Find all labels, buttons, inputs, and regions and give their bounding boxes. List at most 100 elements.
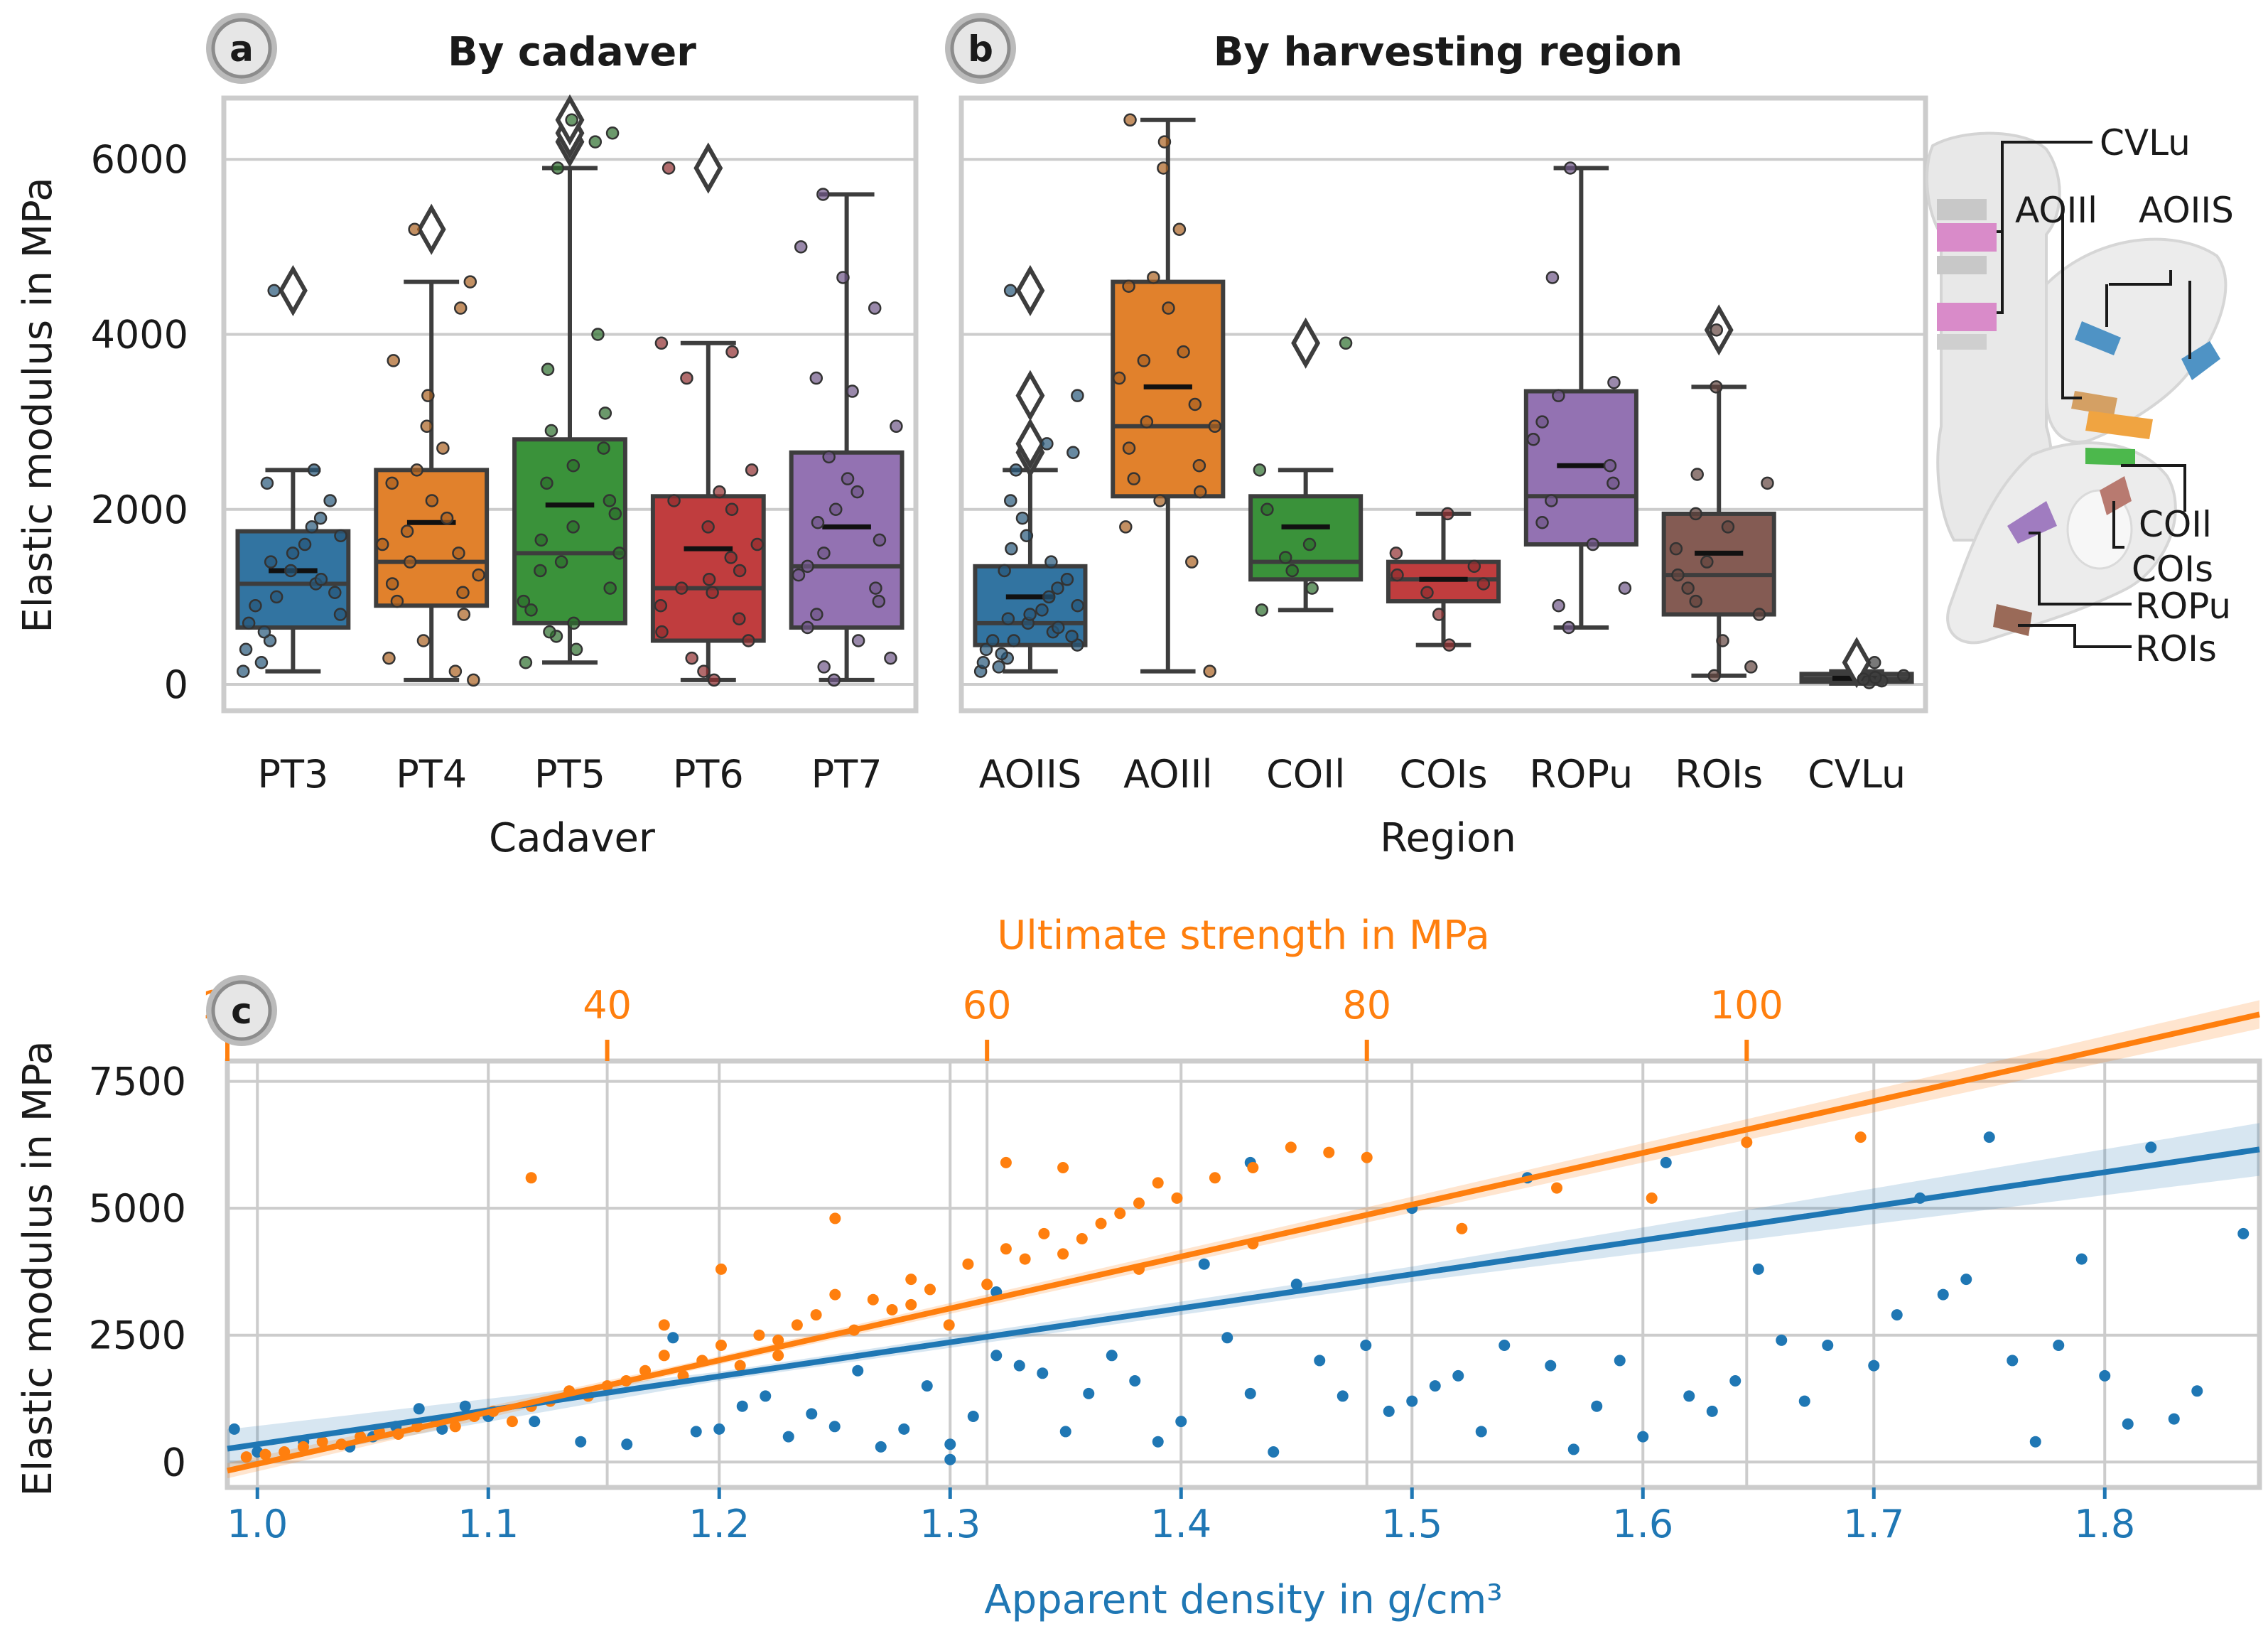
strength-data-point [1171,1192,1183,1204]
panel-b-badge: b [945,13,1016,84]
panel-b-data-point [1441,507,1454,521]
strength-data-point [1095,1217,1107,1229]
panel-c-top-tick-label: 40 [583,983,632,1028]
panel-b-data-point [1060,573,1074,586]
panel-b-data-point [1157,135,1172,149]
density-data-point [575,1436,587,1448]
panel-b-data-point [1690,468,1704,481]
panel-b-data-point [1618,581,1632,595]
panel-b-data-point [1390,568,1404,582]
panel-a-data-point [242,616,256,630]
panel-b-x-tick-label: COIs [1399,752,1487,797]
panel-b-data-point [998,564,1011,578]
panel-a-data-point [267,284,281,298]
marker-cvlu-upper [1937,223,1997,252]
panel-c-y-tick-label: 7500 [89,1060,186,1104]
strength-data-point [506,1416,518,1428]
panel-b-data-point [1147,271,1160,284]
panel-a-x-label: Cadaver [489,815,656,861]
panel-b-badge-letter: b [968,28,993,70]
panel-a-data-point [440,511,454,525]
density-data-point [2029,1436,2041,1448]
strength-data-point [867,1293,879,1306]
panel-a-box-pt6 [650,142,766,687]
strength-data-point [905,1298,917,1310]
panel-b-data-point [1035,603,1049,617]
panel-b-data-point [1669,542,1683,556]
density-data-point [1729,1375,1742,1387]
panel-b-data-point [1122,441,1136,455]
panel-b-data-point [1467,559,1481,574]
panel-b-data-point [1586,537,1600,551]
strength-data-point [715,1263,727,1275]
strength-data-point [905,1274,917,1286]
panel-b-data-point [1707,669,1721,682]
panel-a-y-tick-label: 4000 [91,312,188,357]
panel-a: 0 2000 4000 6000 PT3 PT4 PT5 PT6 PT7 a By cadav… [15,13,919,861]
panel-b-data-point [1260,502,1274,517]
panel-b-data-point [1671,568,1685,582]
strength-data-point [1038,1227,1050,1239]
panel-b-data-point [1305,581,1319,595]
density-data-point [1798,1395,1810,1407]
panel-b-data-point [1140,415,1154,429]
panel-a-data-point [305,520,319,534]
strength-data-point [962,1258,974,1270]
panel-a-data-point [264,555,278,569]
panel-b-data-point [1552,598,1565,613]
density-data-point [1637,1431,1649,1443]
panel-b-data-point [1193,485,1207,499]
panel-a-data-point [385,577,399,591]
panel-a-data-point [801,559,814,574]
density-data-point [1545,1360,1557,1372]
panel-b-data-point [1526,433,1540,446]
panel-a-data-point [811,515,825,529]
density-data-point [1406,1395,1418,1407]
strength-data-point [1114,1207,1126,1220]
density-data-point [1059,1426,1071,1438]
label-aoill: AOIIl [2015,190,2097,231]
density-data-point [1776,1334,1788,1346]
strength-data-point [1019,1253,1031,1265]
density-data-point [1244,1387,1256,1399]
density-data-point [782,1431,794,1443]
panel-b-x-tick-label: COIl [1266,752,1345,797]
panel-a-data-point [846,384,859,398]
panel-b-data-point [1761,476,1774,490]
strength-data-point [259,1448,271,1460]
panel-b-data-point [1127,472,1140,485]
panel-b-data-point [1603,458,1617,473]
density-data-point [690,1426,702,1438]
panel-a-data-point [453,301,468,315]
density-data-point [1452,1369,1464,1382]
panel-b-x-tick-label: AOIIl [1123,752,1212,797]
strength-data-point [943,1319,955,1331]
density-data-point [1983,1131,1995,1143]
marker-cvlu-lower [1937,303,1997,331]
panel-c-gridlines [226,1061,2259,1487]
panel-b-outlier-diamond [1015,370,1045,421]
panel-a-badge: a [206,13,277,84]
panel-a-data-point [540,476,554,490]
strength-data-point [753,1329,765,1341]
panel-a-data-point [541,362,555,376]
density-data-point [1822,1340,1834,1351]
panel-a-data-point [707,673,721,687]
density-data-point [1083,1387,1095,1399]
panel-a-y-label: Elastic modulus in MPa [15,177,61,633]
panel-b-data-point [1208,419,1222,434]
density-data-point [1567,1443,1580,1455]
label-coil: COIl [2139,504,2212,545]
panel-a-data-point [724,551,738,564]
panel-b-data-point [1020,529,1034,542]
strength-data-point [449,1421,461,1433]
panel-a-data-point [472,568,485,582]
panel-a-data-point [390,594,404,608]
panel-a-data-point [598,407,612,420]
panel-c-badge-letter: c [231,991,252,1032]
panel-a-y-tick-label: 2000 [91,488,188,532]
density-data-point [1937,1288,1949,1301]
panel-b-data-point [1066,446,1080,459]
strength-data-point [1456,1222,1468,1234]
